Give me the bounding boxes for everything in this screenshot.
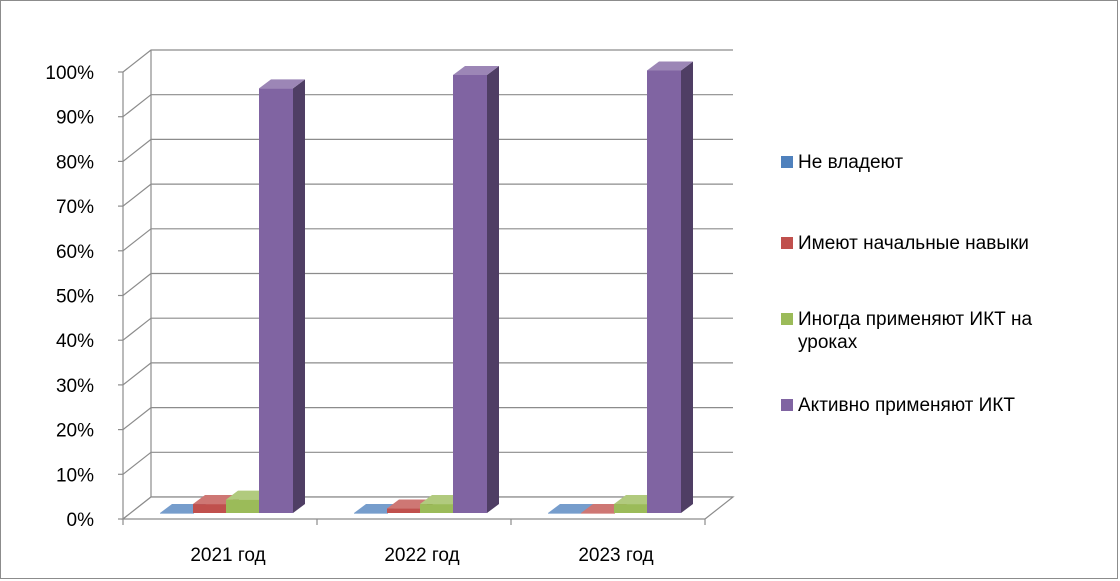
gridline bbox=[122, 451, 733, 475]
bars bbox=[160, 61, 693, 514]
bar-side bbox=[487, 65, 499, 513]
legend-entry: Не владеют bbox=[781, 152, 903, 173]
gridline bbox=[122, 228, 733, 252]
legend-label: Активно применяют ИКТ bbox=[798, 395, 1015, 416]
bar-front bbox=[614, 504, 648, 513]
legend-entry: Имеют начальные навыки bbox=[781, 233, 1029, 254]
bar-side bbox=[293, 79, 305, 513]
bar-top bbox=[647, 61, 693, 71]
bar-front bbox=[647, 70, 681, 513]
gridline bbox=[122, 317, 733, 341]
gridline bbox=[122, 362, 733, 386]
bar-front bbox=[259, 88, 293, 513]
bar bbox=[548, 504, 594, 514]
bar-front bbox=[226, 499, 260, 513]
y-tick-labels: 0% 10% 20% 30% 40% 50% 60% 70% 80% 90% 100% bbox=[45, 63, 94, 531]
legend-label: Имеют начальные навыки bbox=[798, 233, 1029, 254]
legend-entry: Активно применяют ИКТ bbox=[781, 395, 1015, 416]
y-tick-label: 30% bbox=[56, 376, 94, 397]
bar bbox=[259, 79, 305, 513]
legend-swatch bbox=[781, 156, 793, 168]
legend-label: Не владеют bbox=[798, 152, 903, 173]
bar-front bbox=[453, 74, 487, 513]
y-tick-label: 10% bbox=[56, 465, 94, 486]
gridline bbox=[122, 138, 733, 162]
bar-front bbox=[420, 504, 454, 513]
y-tick-label: 100% bbox=[45, 63, 94, 84]
bar-top bbox=[548, 504, 594, 513]
x-category-label: 2022 год bbox=[384, 545, 459, 566]
gridline bbox=[122, 272, 733, 296]
gridlines bbox=[122, 49, 733, 520]
bar-front bbox=[581, 513, 615, 514]
gridline bbox=[122, 407, 733, 431]
bar bbox=[453, 65, 499, 513]
bar-front bbox=[193, 504, 227, 513]
bar-front bbox=[354, 513, 388, 514]
x-category-label: 2021 год bbox=[190, 545, 265, 566]
gridline bbox=[122, 183, 733, 207]
bar-front bbox=[160, 513, 194, 514]
y-tick-label: 80% bbox=[56, 152, 94, 173]
bar-top bbox=[259, 79, 305, 89]
y-tick-label: 0% bbox=[67, 510, 95, 531]
legend-swatch bbox=[781, 313, 793, 325]
y-tick-label: 40% bbox=[56, 331, 94, 352]
legend-entry: Иногда применяют ИКТ на уроках bbox=[781, 309, 1033, 353]
gridline bbox=[122, 94, 733, 118]
x-category-label: 2023 год bbox=[578, 545, 653, 566]
bar-front bbox=[387, 508, 421, 513]
y-tick-label: 60% bbox=[56, 242, 94, 263]
bar-side bbox=[681, 61, 693, 513]
y-tick-label: 90% bbox=[56, 108, 94, 129]
legend-swatch bbox=[781, 237, 793, 249]
y-tick-label: 20% bbox=[56, 421, 94, 442]
legend-label: Иногда применяют ИКТ на уроках bbox=[798, 309, 1033, 353]
bar-top bbox=[453, 65, 499, 75]
gridline bbox=[122, 49, 733, 73]
y-tick-label: 70% bbox=[56, 197, 94, 218]
bar-front bbox=[548, 513, 582, 514]
legend: Не владеют Имеют начальные навыки Иногда п… bbox=[781, 152, 1033, 416]
y-tick-label: 50% bbox=[56, 287, 94, 308]
category-labels: 2021 год 2022 год 2023 год bbox=[190, 545, 653, 566]
bar bbox=[647, 61, 693, 513]
legend-swatch bbox=[781, 399, 793, 411]
